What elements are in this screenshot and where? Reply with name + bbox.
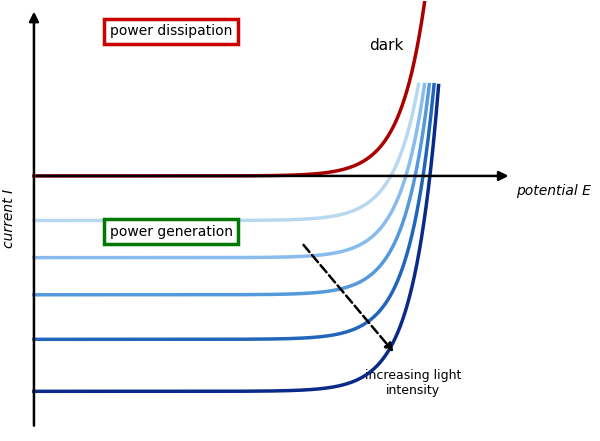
Text: power dissipation: power dissipation bbox=[110, 24, 232, 38]
Text: dark: dark bbox=[368, 38, 403, 53]
Text: current I: current I bbox=[2, 189, 16, 248]
Text: potential E: potential E bbox=[516, 184, 591, 198]
Text: power generation: power generation bbox=[110, 224, 233, 239]
Text: increasing light
intensity: increasing light intensity bbox=[365, 369, 461, 397]
